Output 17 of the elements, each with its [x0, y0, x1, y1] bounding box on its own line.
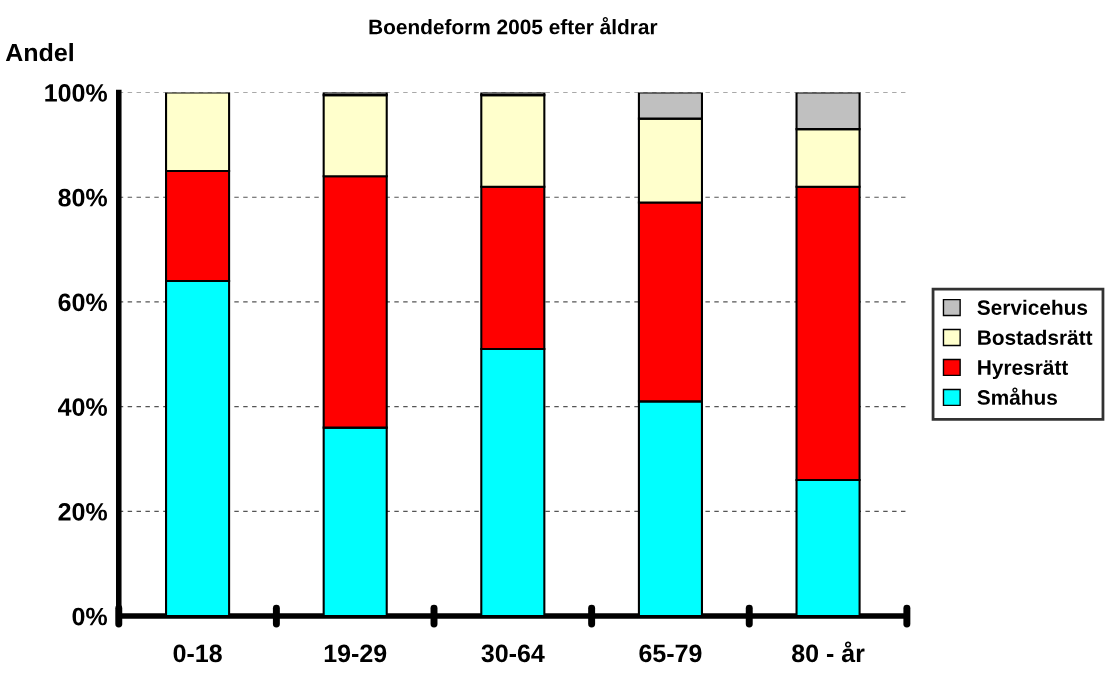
y-tick-label: 60%	[58, 293, 107, 312]
y-tick-label: 20%	[58, 502, 107, 521]
chart-title: Boendeform 2005 efter åldrar	[369, 17, 658, 35]
legend-label: Servicehus	[977, 299, 1088, 316]
y-tick-label: 100%	[45, 84, 107, 102]
y-tick-label: 0%	[72, 607, 107, 626]
y-axis-title: Andel	[5, 43, 73, 62]
x-tick-label: 80 - år	[792, 641, 865, 663]
y-tick-label: 40%	[58, 398, 107, 416]
legend-label: Hyresrätt	[978, 360, 1069, 380]
x-tick-label: 19-29	[324, 644, 387, 663]
x-tick-label: 30-64	[481, 644, 545, 663]
legend-label: Bostadsrätt	[978, 329, 1093, 345]
legend-label: Småhus	[977, 387, 1057, 405]
y-tick-label: 80%	[58, 188, 107, 207]
x-tick-label: 0-18	[173, 644, 222, 663]
x-tick-label: 65-79	[639, 644, 702, 663]
